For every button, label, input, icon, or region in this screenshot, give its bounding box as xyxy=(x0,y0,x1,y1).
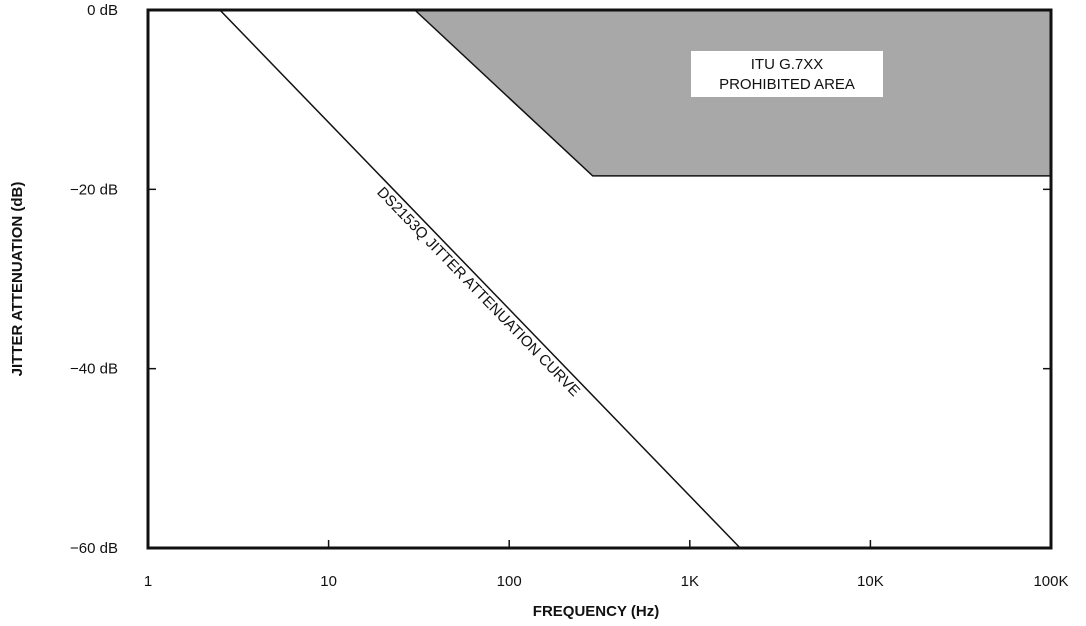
y-tick-label: −40 dB xyxy=(70,361,118,378)
tick-layer: 1 10 100 1K 10K 100K 0 dB −20 dB −40 dB −60 dB xyxy=(70,2,1068,590)
ds2153q-attenuation-curve xyxy=(219,9,741,549)
prohibited-area-label-line: PROHIBITED AREA xyxy=(719,76,855,93)
x-tick-label: 100K xyxy=(1033,573,1068,590)
prohibited-area-label-box xyxy=(691,51,883,97)
plot-frame xyxy=(146,8,1053,550)
x-tick-label: 10K xyxy=(857,573,884,590)
x-tick-label: 100 xyxy=(497,573,522,590)
series-layer xyxy=(219,9,741,549)
y-tick-label: −60 dB xyxy=(70,540,118,557)
y-axis-title: JITTER ATTENUATION (dB) xyxy=(9,182,26,377)
x-tick-label: 1 xyxy=(144,573,152,590)
x-axis-title: FREQUENCY (Hz) xyxy=(533,603,659,620)
x-tick-label: 1K xyxy=(681,573,699,590)
y-tick-label: 0 dB xyxy=(87,2,118,19)
y-tick-label: −20 dB xyxy=(70,181,118,198)
x-tick-label: 10 xyxy=(320,573,337,590)
plot-frame-layer xyxy=(146,8,1053,550)
curve-label: DS2153Q JITTER ATTENUATION CURVE xyxy=(373,184,583,400)
prohibited-area-label-line: ITU G.7XX xyxy=(751,56,824,73)
